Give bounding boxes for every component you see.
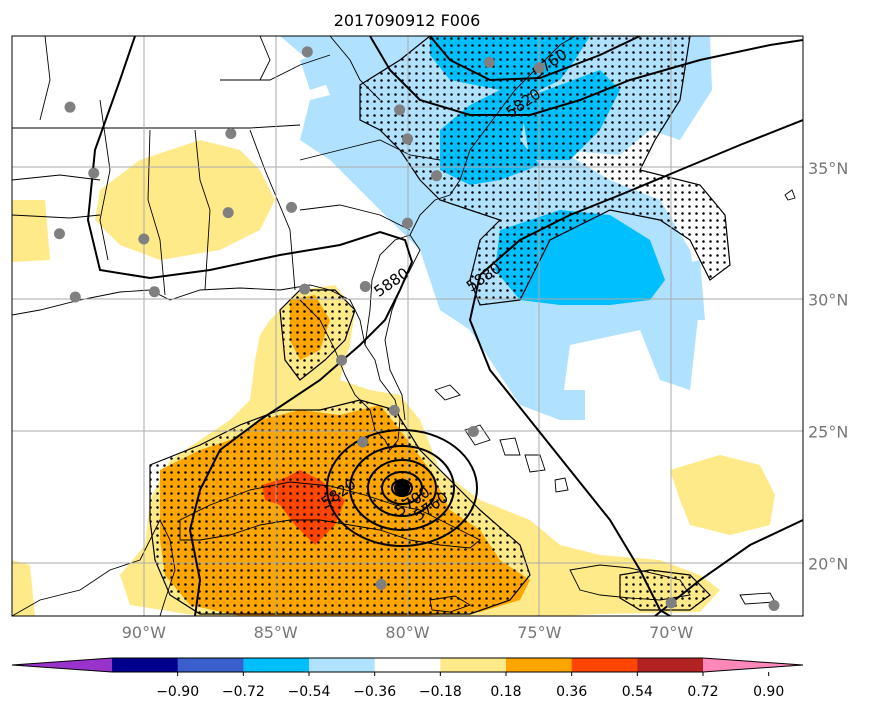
contour-hurricane-ring-4 bbox=[349, 445, 455, 531]
colorbar-tick-label: −0.54 bbox=[288, 684, 331, 700]
contour-hurricane-ring-5 bbox=[326, 429, 478, 547]
colorbar-tick-label: −0.18 bbox=[419, 684, 462, 700]
station-marker bbox=[357, 436, 369, 448]
station-marker bbox=[768, 599, 780, 611]
coastlines-and-borders bbox=[12, 36, 796, 616]
colorbar: −0.90 −0.72 −0.54 −0.36 −0.18 0.18 0.36 0.54 0.7… bbox=[11, 657, 804, 700]
station-marker bbox=[483, 56, 495, 68]
colorbar-extend-max bbox=[703, 658, 803, 672]
colorbar-segment bbox=[177, 658, 244, 672]
station-marker bbox=[69, 291, 81, 303]
colorbar-segment bbox=[506, 658, 573, 672]
station-marker bbox=[301, 46, 313, 58]
colorbar-segment bbox=[112, 658, 179, 672]
contour-tropical-line bbox=[654, 519, 803, 616]
station-marker bbox=[138, 233, 150, 245]
station-marker bbox=[375, 578, 387, 590]
station-marker bbox=[225, 128, 237, 140]
colorbar-tick-label: −0.36 bbox=[353, 684, 396, 700]
station-marker bbox=[388, 404, 400, 416]
y-tick-label: 25°N bbox=[808, 422, 848, 441]
station-markers bbox=[53, 46, 780, 611]
colorbar-segment bbox=[637, 658, 704, 672]
colorbar-segment bbox=[440, 658, 507, 672]
contour-hurricane-ring-3 bbox=[367, 459, 437, 517]
contour-5880-east bbox=[468, 119, 803, 616]
x-tick-label: 85°W bbox=[254, 623, 298, 642]
station-marker bbox=[431, 170, 443, 182]
y-axis-ticks: 20°N 25°N 30°N 35°N bbox=[808, 159, 848, 573]
colorbar-segment bbox=[571, 658, 638, 672]
colorbar-tick-label: −0.90 bbox=[156, 684, 199, 700]
hurricane-center-marker bbox=[394, 480, 410, 496]
y-tick-label: 35°N bbox=[808, 159, 848, 178]
significance-stippling bbox=[149, 36, 731, 615]
station-marker bbox=[64, 101, 76, 113]
colorbar-segment bbox=[374, 658, 441, 672]
colorbar-tick-label: 0.90 bbox=[753, 684, 784, 700]
y-tick-label: 30°N bbox=[808, 291, 848, 310]
station-marker bbox=[402, 133, 413, 145]
station-marker bbox=[53, 228, 65, 240]
colorbar-outline bbox=[11, 657, 804, 673]
colorbar-tick-label: 0.18 bbox=[490, 684, 521, 700]
colorbar-tick-label: 0.54 bbox=[622, 684, 653, 700]
station-marker bbox=[402, 217, 413, 229]
station-marker bbox=[148, 286, 160, 298]
station-marker bbox=[394, 104, 406, 116]
x-tick-label: 75°W bbox=[517, 623, 561, 642]
colorbar-tick-label: −0.72 bbox=[222, 684, 265, 700]
colorbar-tick-label: 0.36 bbox=[556, 684, 587, 700]
x-tick-label: 90°W bbox=[122, 623, 166, 642]
station-marker bbox=[359, 280, 371, 292]
station-marker bbox=[533, 62, 545, 74]
contour-5880-west bbox=[86, 36, 414, 616]
contour-5760 bbox=[429, 36, 641, 82]
station-marker bbox=[88, 167, 100, 179]
colorbar-segment bbox=[243, 658, 310, 672]
x-tick-label: 80°W bbox=[385, 623, 429, 642]
station-marker bbox=[299, 283, 311, 295]
x-tick-label: 70°W bbox=[649, 623, 693, 642]
colorbar-segment bbox=[309, 658, 376, 672]
contour-5820 bbox=[369, 36, 803, 116]
chart-title: 2017090912 F006 bbox=[334, 11, 481, 30]
station-marker bbox=[222, 207, 234, 219]
station-marker bbox=[665, 597, 677, 609]
map-frame bbox=[11, 35, 804, 617]
gridlines bbox=[12, 36, 803, 616]
x-axis-ticks: 90°W 85°W 80°W 75°W 70°W bbox=[122, 623, 694, 642]
y-tick-label: 20°N bbox=[808, 554, 848, 573]
contour-hurricane-ring-2 bbox=[381, 471, 423, 505]
station-marker bbox=[467, 425, 479, 437]
station-marker bbox=[336, 354, 348, 366]
colorbar-extend-min bbox=[12, 658, 112, 672]
colorbar-tick-label: 0.72 bbox=[687, 684, 718, 700]
station-marker bbox=[285, 201, 297, 213]
